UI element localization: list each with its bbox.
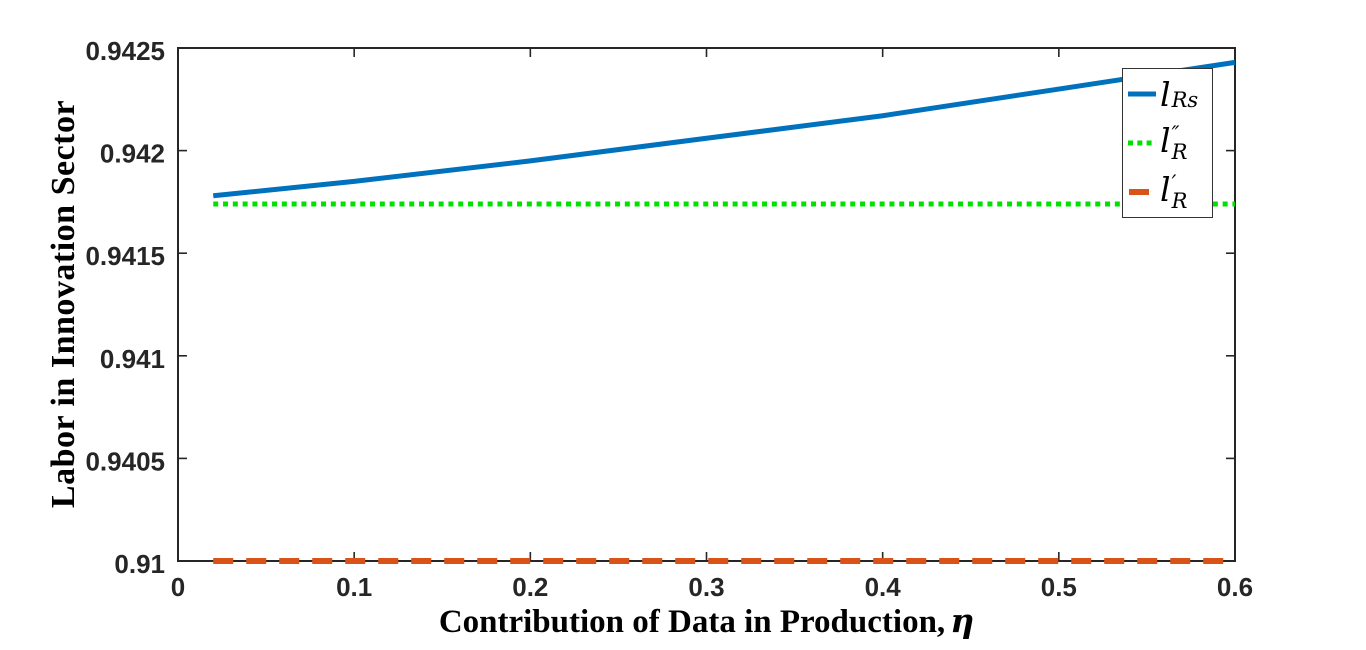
x-axis-label-text: Contribution of Data in Production,: [438, 604, 946, 640]
x-tick-label: 0.1: [336, 572, 372, 602]
y-tick-label: 0.941: [100, 344, 165, 374]
y-tick-label: 0.942: [100, 139, 165, 169]
x-tick-label: 0: [171, 572, 185, 602]
y-tick-label: 0.91: [114, 549, 165, 579]
legend-item-l_Rs: l Rs: [1123, 70, 1212, 118]
x-axis-label: Contribution of Data in Production, η: [178, 601, 1235, 641]
legend: l Rs l ″ R l ′ R: [1122, 68, 1213, 218]
legend-swatch-dotted: [1128, 140, 1156, 146]
legend-item-l_R_double_prime: l ″ R: [1123, 119, 1212, 167]
x-tick-label: 0.3: [688, 572, 724, 602]
legend-label-l_R_double_prime: l ″ R: [1160, 120, 1188, 164]
y-tick-label: 0.9425: [85, 36, 165, 66]
legend-label-l_Rs: l Rs: [1160, 74, 1199, 114]
x-tick-label: 0.4: [865, 572, 902, 602]
legend-label-l_R_prime: l ′ R: [1160, 169, 1188, 213]
x-tick-label: 0.6: [1217, 572, 1253, 602]
y-axis-label: Labor in Innovation Sector: [45, 99, 82, 509]
x-axis-label-symbol: η: [950, 601, 975, 640]
x-tick-label: 0.2: [512, 572, 548, 602]
y-tick-label: 0.9415: [85, 241, 165, 271]
x-tick-label: 0.5: [1041, 572, 1077, 602]
legend-item-l_R_prime: l ′ R: [1123, 168, 1212, 216]
legend-swatch-solid: [1128, 91, 1156, 97]
series-line-l_Rs: [212, 59, 1236, 199]
y-tick-label: 0.9405: [85, 446, 165, 476]
plot-border: [177, 47, 1236, 562]
legend-swatch-dashed: [1129, 189, 1156, 195]
